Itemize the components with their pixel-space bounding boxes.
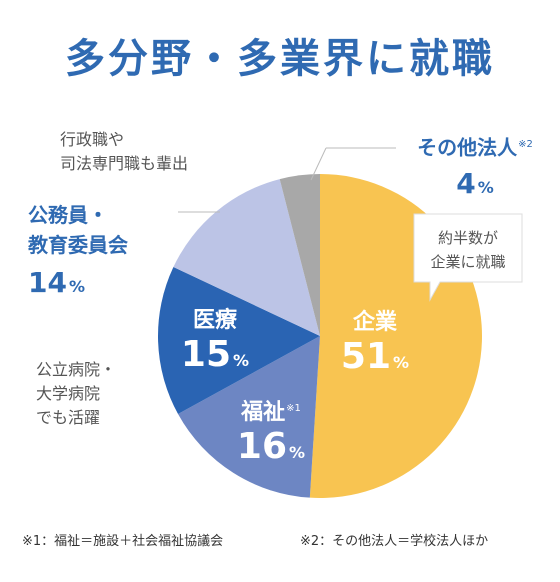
- other-corp-label: その他法人※2 4%: [400, 130, 550, 200]
- civil-service-note: 行政職や 司法専門職も輩出: [60, 128, 188, 176]
- civil-service-label: 公務員・ 教育委員会 14%: [28, 200, 128, 299]
- footnote-1: ※1：福祉＝施設＋社会福祉協議会: [22, 534, 224, 549]
- civil-note-line1: 行政職や: [60, 130, 125, 149]
- slice-label-medical: 医療 15%: [170, 302, 260, 375]
- welfare-percent: 16%: [236, 426, 306, 467]
- callout-text: 約半数が 企業に就職: [414, 226, 522, 274]
- other-percent: 4%: [456, 166, 494, 200]
- medical-label: 医療: [192, 308, 237, 333]
- medical-percent: 15%: [180, 334, 250, 375]
- civil-percent: 14%: [28, 266, 85, 299]
- medical-note: 公立病院・ 大学病院 でも活躍: [36, 358, 116, 430]
- civil-note-line2: 司法専門職も輩出: [60, 154, 189, 173]
- slice-label-welfare: 福祉※1 16%: [226, 394, 316, 467]
- welfare-label: 福祉※1: [241, 400, 301, 425]
- company-percent: 51%: [340, 336, 410, 377]
- other-leader-line: [310, 147, 327, 181]
- medical-note-line2: 大学病院: [36, 384, 101, 403]
- pie-slice-4: [279, 174, 320, 336]
- civil-label-line1: 公務員・: [28, 203, 108, 227]
- medical-note-line3: でも活躍: [36, 408, 101, 427]
- pie-slice-3: [173, 179, 320, 336]
- footnote-2: ※2：その他法人＝学校法人ほか: [300, 534, 489, 549]
- slice-label-company: 企業 51%: [330, 304, 420, 377]
- civil-label-line2: 教育委員会: [28, 233, 128, 257]
- callout-line1: 約半数が: [437, 229, 498, 247]
- company-label: 企業: [352, 310, 397, 335]
- pie-slice-1: [178, 336, 320, 498]
- medical-note-line1: 公立病院・: [36, 360, 117, 379]
- other-label: その他法人※2: [417, 135, 533, 160]
- chart-title: 多分野・多業界に就職: [65, 36, 495, 82]
- callout-bubble: [413, 213, 523, 302]
- callout-line2: 企業に就職: [430, 253, 506, 271]
- pie-slice-2: [158, 267, 320, 415]
